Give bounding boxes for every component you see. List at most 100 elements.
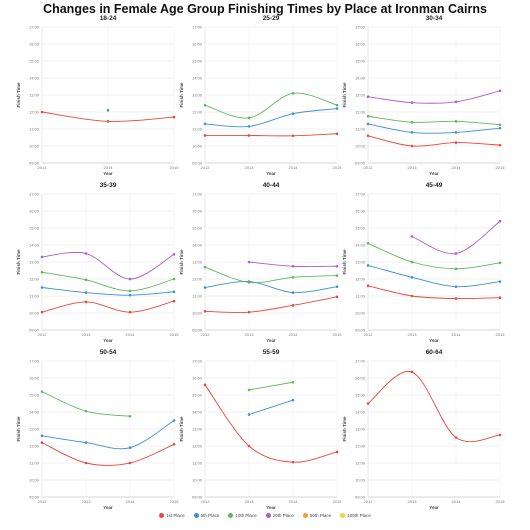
- y-tick-label: 11:00: [29, 127, 39, 132]
- y-tick-label: 09:00: [355, 328, 366, 333]
- y-tick-label: 13:00: [29, 93, 40, 98]
- y-tick-label: 10:00: [355, 478, 366, 483]
- series-line-10th Place: [367, 242, 501, 270]
- x-tick-label: 2013: [245, 165, 255, 170]
- legend-swatch-icon: [193, 513, 199, 518]
- data-point: [335, 132, 339, 136]
- x-tick-label: 2015: [496, 499, 506, 504]
- y-tick-label: 16:00: [29, 376, 40, 381]
- y-tick-label: 09:00: [192, 161, 203, 166]
- series-line-20th Place: [41, 251, 175, 280]
- series-line-1st Place: [367, 371, 501, 443]
- y-tick-label: 10:00: [192, 478, 203, 483]
- subplot-55-59: 55-59 09:00 10:00 11:00 12:00 13:00 14:00 15:00…: [179, 349, 342, 510]
- data-point: [335, 264, 339, 268]
- y-tick-label: 17:00: [29, 359, 40, 364]
- data-point: [498, 219, 502, 223]
- data-point: [172, 299, 176, 303]
- data-point: [84, 291, 88, 294]
- data-point: [247, 260, 251, 264]
- y-tick-label: 15:00: [29, 226, 40, 231]
- series-line-20th Place: [367, 90, 501, 104]
- y-tick-label: 09:00: [192, 495, 203, 500]
- data-point: [335, 285, 339, 288]
- data-point: [498, 143, 502, 147]
- data-point: [247, 134, 251, 137]
- data-point: [128, 446, 132, 450]
- data-point: [172, 443, 176, 446]
- y-tick-label: 10:00: [29, 311, 40, 316]
- legend-item: 100th Place: [340, 513, 371, 518]
- legend-item: 5th Place: [193, 513, 220, 518]
- y-axis-label: Finish Time: [179, 249, 184, 274]
- data-point: [454, 252, 458, 255]
- y-tick-label: 11:00: [29, 461, 39, 466]
- series-line-5th Place: [204, 108, 338, 128]
- data-point: [291, 291, 295, 294]
- data-point: [128, 414, 132, 418]
- y-tick-label: 11:00: [192, 294, 202, 299]
- data-point: [172, 253, 176, 256]
- data-point: [498, 433, 502, 437]
- subplot-25-29: 25-29 09:00 10:00 11:00 12:00 13:00 14:00 15:00…: [179, 15, 342, 176]
- data-point: [203, 134, 207, 137]
- data-point: [335, 107, 339, 110]
- y-tick-label: 09:00: [29, 495, 40, 500]
- data-point: [128, 461, 132, 465]
- legend-label: 5th Place: [200, 513, 220, 518]
- y-tick-label: 10:00: [192, 144, 203, 149]
- x-tick-label: 2015: [170, 499, 180, 504]
- y-tick-label: 10:00: [29, 144, 40, 149]
- series-line-1st Place: [367, 135, 501, 147]
- data-point: [291, 112, 295, 115]
- y-tick-label: 11:00: [355, 461, 365, 466]
- data-point: [498, 261, 502, 265]
- y-tick-label: 16:00: [355, 42, 366, 47]
- data-point: [40, 286, 44, 289]
- y-tick-label: 09:00: [192, 328, 203, 333]
- data-point: [247, 125, 251, 128]
- y-tick-label: 15:00: [29, 59, 40, 64]
- chart-legend: 1st Place 5th Place 10th Place 20th Place 50…: [0, 513, 530, 518]
- data-point: [172, 419, 176, 422]
- x-tick-label: 2014: [289, 499, 299, 504]
- data-point: [40, 310, 44, 314]
- y-tick-label: 11:00: [192, 461, 202, 466]
- y-tick-label: 13:00: [29, 260, 40, 265]
- x-tick-label: 2012: [38, 332, 48, 337]
- data-point: [291, 92, 295, 95]
- y-tick-label: 13:00: [192, 93, 203, 98]
- legend-item: 1st Place: [159, 513, 185, 518]
- subplot-title: 30-34: [426, 15, 443, 22]
- data-point: [291, 134, 295, 138]
- data-point: [84, 409, 88, 413]
- y-axis-label: Finish Time: [342, 82, 347, 107]
- data-point: [410, 370, 414, 374]
- x-axis-label: Year: [103, 505, 113, 510]
- y-tick-label: 09:00: [29, 328, 40, 333]
- x-tick-label: 2014: [452, 332, 462, 337]
- data-point: [410, 276, 414, 279]
- data-point: [454, 131, 458, 134]
- y-tick-label: 15:00: [355, 59, 366, 64]
- data-point: [410, 294, 414, 298]
- data-point: [410, 144, 414, 148]
- x-tick-label: 2012: [364, 165, 374, 170]
- subplot-30-34: 30-34 09:00 10:00 11:00 12:00 13:00 14:00 15:00…: [342, 15, 505, 176]
- x-axis-label: Year: [103, 338, 113, 343]
- x-tick-label: 2012: [201, 499, 211, 504]
- y-tick-label: 09:00: [29, 161, 40, 166]
- data-point: [203, 122, 207, 126]
- x-axis-label: Year: [103, 171, 113, 176]
- data-point: [291, 276, 295, 279]
- y-tick-label: 15:00: [192, 393, 203, 398]
- y-tick-label: 14:00: [29, 76, 40, 81]
- y-tick-label: 14:00: [29, 410, 40, 415]
- data-point: [172, 277, 176, 281]
- y-axis-label: Finish Time: [16, 249, 21, 274]
- subplot-50-54: 50-54 09:00 10:00 11:00 12:00 13:00 14:00 15:00…: [16, 349, 179, 510]
- data-point: [203, 286, 207, 289]
- data-point: [454, 141, 458, 144]
- series-line-5th Place: [248, 399, 294, 415]
